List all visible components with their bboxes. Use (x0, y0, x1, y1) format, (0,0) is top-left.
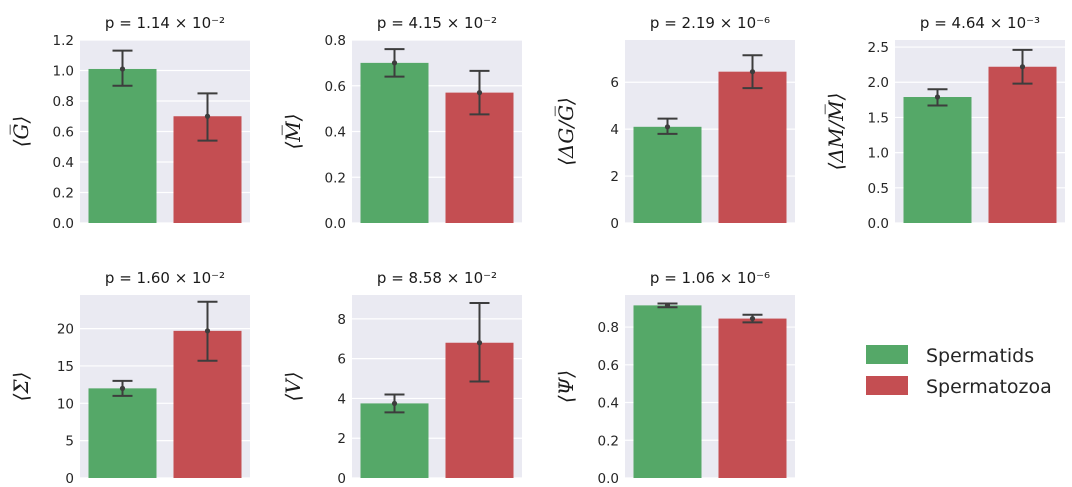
mean-marker (120, 66, 125, 71)
y-axis-label: ⟨Σ⟩ (9, 372, 33, 402)
bar-spermatozoa (719, 72, 787, 223)
mean-marker (120, 386, 125, 391)
legend-label-spermatids: Spermatids (926, 345, 1034, 367)
y-tick-label: 0.2 (53, 186, 74, 202)
bar-spermatids (361, 403, 429, 478)
panel-title: p = 1.14 × 10⁻² (105, 14, 225, 32)
y-tick-label: 0.4 (598, 396, 619, 412)
chart-panel-1: 0.0 0.2 0.4 0.6 0.8 1.0 1.2 p = 1.14 × 10⁻² ⟨G̅⟩ (8, 14, 250, 232)
y-tick-label: 0.8 (325, 33, 346, 49)
mean-marker (750, 316, 755, 321)
y-tick-label: 0.4 (53, 155, 74, 171)
chart-panel-5: 0 5 10 15 20 p = 1.60 × 10⁻² ⟨Σ⟩ (9, 269, 250, 487)
y-tick-label: 5 (65, 434, 74, 450)
chart-panel-7: 0.0 0.2 0.4 0.6 0.8 p = 1.06 × 10⁻⁶ ⟨Ψ⟩ (554, 269, 795, 487)
y-tick-label: 0.6 (325, 79, 346, 95)
mean-marker (392, 60, 397, 65)
y-tick-label: 2.5 (868, 40, 889, 56)
bar-spermatids (89, 69, 157, 223)
y-tick-label: 0.8 (598, 320, 619, 336)
legend-swatch-spermatozoa (866, 376, 908, 395)
bar-chart-panels: 0.0 0.2 0.4 0.6 0.8 1.0 1.2 p = 1.14 × 10⁻² ⟨G̅⟩… (8, 14, 1065, 487)
y-axis-label: ⟨M̅⟩ (280, 113, 305, 149)
chart-panel-2: 0.0 0.2 0.4 0.6 0.8 p = 4.15 × 10⁻² ⟨M̅⟩ (280, 14, 522, 232)
chart-panel-6: 0 2 4 6 8 p = 8.58 × 10⁻² ⟨V⟩ (281, 269, 522, 487)
panel-title: p = 8.58 × 10⁻² (377, 269, 497, 287)
mean-marker (665, 124, 670, 129)
y-tick-label: 0.0 (598, 471, 619, 487)
bar-spermatids (89, 388, 157, 478)
y-tick-label: 0.2 (598, 433, 619, 449)
bar-spermatozoa (719, 319, 787, 478)
y-tick-label: 0.5 (868, 181, 889, 197)
bar-spermatids (634, 127, 702, 223)
panel-title: p = 1.60 × 10⁻² (105, 269, 225, 287)
y-tick-label: 10 (57, 396, 74, 412)
y-tick-label: 0 (337, 471, 346, 487)
y-axis-label: ⟨V⟩ (281, 371, 305, 401)
y-tick-label: 6 (337, 352, 346, 368)
panel-title: p = 4.15 × 10⁻² (377, 14, 497, 32)
chart-panel-3: 0 2 4 6 p = 2.19 × 10⁻⁶ ⟨ΔG/G̅⟩ (553, 14, 795, 232)
y-tick-label: 1.0 (868, 146, 889, 162)
mean-marker (205, 114, 210, 119)
legend-swatch-spermatids (866, 345, 908, 364)
y-tick-label: 6 (610, 75, 619, 91)
panel-title: p = 1.06 × 10⁻⁶ (650, 269, 770, 287)
chart-panel-4: 0.0 0.5 1.0 1.5 2.0 2.5 p = 4.64 × 10⁻³ ⟨ΔM/M̅⟩ (823, 14, 1065, 232)
y-tick-label: 8 (337, 312, 346, 328)
legend: Spermatids Spermatozoa (866, 345, 1052, 398)
y-axis-label: ⟨ΔM/M̅⟩ (823, 93, 848, 171)
mean-marker (477, 340, 482, 345)
y-tick-label: 2.0 (868, 75, 889, 91)
bar-spermatids (361, 63, 429, 223)
panel-title: p = 2.19 × 10⁻⁶ (650, 14, 770, 32)
y-tick-label: 4 (610, 122, 619, 138)
y-tick-label: 4 (337, 391, 346, 407)
y-tick-label: 1.5 (868, 110, 889, 126)
y-tick-label: 2 (610, 169, 619, 185)
y-tick-label: 0.6 (53, 125, 74, 141)
y-tick-label: 0.6 (598, 358, 619, 374)
y-tick-label: 15 (57, 359, 74, 375)
y-tick-label: 2 (337, 431, 346, 447)
y-axis-label: ⟨G̅⟩ (8, 116, 33, 148)
y-tick-label: 0.0 (868, 216, 889, 232)
y-axis-label: ⟨ΔG/G̅⟩ (553, 97, 578, 166)
y-tick-label: 0.0 (325, 216, 346, 232)
mean-marker (392, 401, 397, 406)
mean-marker (477, 90, 482, 95)
mean-marker (205, 328, 210, 333)
y-tick-label: 1.2 (53, 33, 74, 49)
bar-spermatozoa (989, 67, 1057, 223)
y-tick-label: 0.4 (325, 125, 346, 141)
y-tick-label: 0.8 (53, 94, 74, 110)
y-tick-label: 0 (610, 216, 619, 232)
y-tick-label: 20 (57, 322, 74, 338)
y-tick-label: 1.0 (53, 64, 74, 80)
y-tick-label: 0.2 (325, 170, 346, 186)
mean-marker (935, 94, 940, 99)
y-tick-label: 0 (65, 471, 74, 487)
mean-marker (665, 303, 670, 308)
legend-label-spermatozoa: Spermatozoa (926, 376, 1052, 398)
y-axis-label: ⟨Ψ⟩ (554, 370, 578, 403)
bar-spermatids (634, 305, 702, 478)
panel-title: p = 4.64 × 10⁻³ (920, 14, 1040, 32)
mean-marker (750, 69, 755, 74)
y-tick-label: 0.0 (53, 216, 74, 232)
mean-marker (1020, 64, 1025, 69)
bar-spermatids (904, 97, 972, 223)
